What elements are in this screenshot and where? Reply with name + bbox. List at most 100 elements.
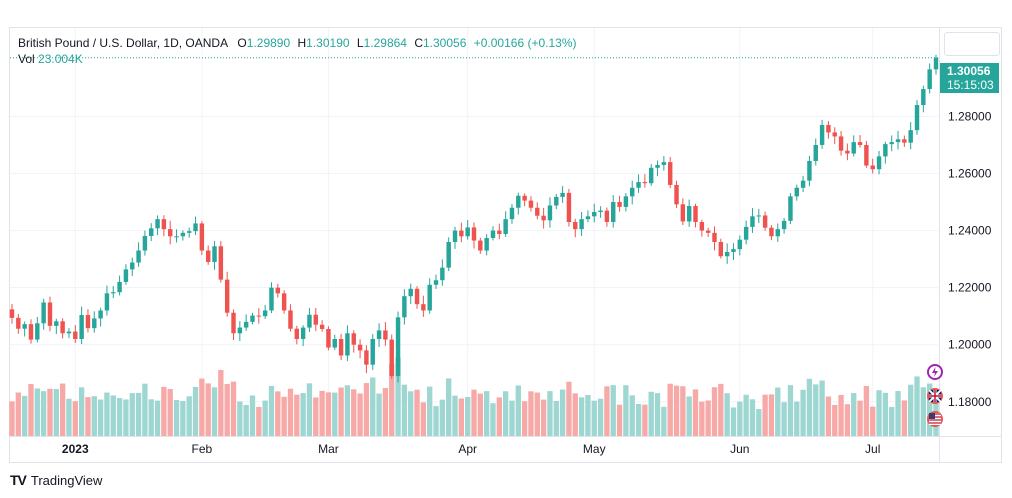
candle-body <box>351 333 356 345</box>
candle-body <box>224 279 230 313</box>
volume-bar <box>452 395 458 436</box>
chart-settings-box[interactable] <box>944 32 1000 56</box>
volume-bar <box>559 389 566 436</box>
candle-body <box>845 150 850 154</box>
symbol-title[interactable]: British Pound / U.S. Dollar, 1D, OANDA <box>18 36 229 50</box>
change-value: +0.00166 (+0.13%) <box>473 36 577 50</box>
candle-body <box>560 192 565 197</box>
brand-footer[interactable]: TV TradingView <box>10 472 102 488</box>
candle-body <box>433 280 439 285</box>
candle-body <box>857 142 863 145</box>
candle-body <box>73 331 78 339</box>
volume-bar <box>813 384 819 436</box>
volume-bar <box>889 406 895 436</box>
price-candles <box>9 54 939 383</box>
time-axis[interactable]: 2023 Feb Mar Apr May Jun Jul <box>62 442 880 456</box>
close-value: 1.30056 <box>423 36 467 50</box>
candle-body <box>800 180 806 188</box>
volume-bar <box>325 392 332 436</box>
volume-bar <box>857 400 863 436</box>
candle-body <box>149 228 154 236</box>
candle-body <box>243 321 249 328</box>
volume-bars <box>9 357 939 436</box>
time-tick-label: May <box>583 442 606 456</box>
candle-body <box>199 223 205 251</box>
candle-body <box>66 331 72 334</box>
candle-body <box>452 230 458 242</box>
candle-body <box>104 293 110 311</box>
volume-bar <box>28 384 34 436</box>
candle-body <box>876 156 882 170</box>
candle-body <box>503 219 508 234</box>
candle-body <box>585 216 591 220</box>
volume-bar <box>901 400 908 436</box>
candle-body <box>205 250 211 262</box>
candle-body <box>750 216 755 227</box>
candle-body <box>573 222 578 230</box>
candle-body <box>313 314 318 325</box>
volume-bar <box>281 396 287 436</box>
volume-bar <box>300 393 306 436</box>
candle-body <box>92 318 97 329</box>
price-tick-label: 1.18000 <box>948 395 992 409</box>
time-tick-label: Mar <box>318 442 339 456</box>
volume-bar <box>661 406 667 436</box>
candle-body <box>47 302 53 326</box>
volume-bar <box>21 395 28 436</box>
candle-body <box>762 215 768 228</box>
volume-bar <box>870 406 876 436</box>
volume-bar <box>667 383 673 436</box>
volume-bar <box>572 393 578 436</box>
candle-body <box>807 160 812 181</box>
volume-bar <box>230 381 237 436</box>
candle-body <box>718 241 724 257</box>
volume-bar <box>863 386 870 436</box>
candle-body <box>60 321 65 334</box>
volume-bar <box>540 399 547 436</box>
candle-body <box>332 338 337 348</box>
volume-bar <box>306 383 313 436</box>
volume-bar <box>427 386 433 436</box>
low-value: 1.29864 <box>363 36 407 50</box>
price-axis[interactable]: 1.28000 1.26000 1.24000 1.22000 1.20000 1.180… <box>948 109 992 408</box>
candle-body <box>357 344 363 351</box>
candle-body <box>775 229 780 237</box>
volume-bar <box>40 391 47 436</box>
volume-bar <box>395 357 401 436</box>
candle-body <box>307 314 312 328</box>
candle-body <box>699 222 705 231</box>
volume-bar <box>287 388 294 436</box>
volume-bar <box>705 400 711 436</box>
candle-body <box>908 130 913 143</box>
candle-body <box>54 321 59 326</box>
volume-bar <box>142 383 148 436</box>
us-flag-icon[interactable] <box>927 411 943 427</box>
volume-bar <box>72 401 78 436</box>
candle-body <box>294 328 300 339</box>
candle-body <box>16 317 21 329</box>
volume-bar <box>686 396 692 436</box>
volume-bar <box>465 396 471 436</box>
candle-body <box>781 220 787 230</box>
volume-bar <box>680 386 686 436</box>
uk-flag-icon[interactable] <box>927 388 943 404</box>
volume-bar <box>920 387 927 436</box>
volume-bar <box>534 392 540 436</box>
candle-body <box>484 237 489 251</box>
candle-body <box>756 215 762 217</box>
volume-bar <box>243 404 249 436</box>
candle-body <box>319 324 325 330</box>
candle-body <box>566 192 572 223</box>
volume-bar <box>502 391 509 436</box>
lightning-icon[interactable] <box>927 364 943 380</box>
chart-frame[interactable] <box>9 27 1002 463</box>
candle-body <box>490 230 496 238</box>
high-value: 1.30190 <box>306 36 350 50</box>
volume-bar <box>825 396 832 436</box>
candle-body <box>794 187 799 197</box>
time-tick-label: Jun <box>730 442 749 456</box>
volume-bar <box>97 399 104 436</box>
candle-body <box>724 251 730 257</box>
volume-bar <box>591 400 597 436</box>
